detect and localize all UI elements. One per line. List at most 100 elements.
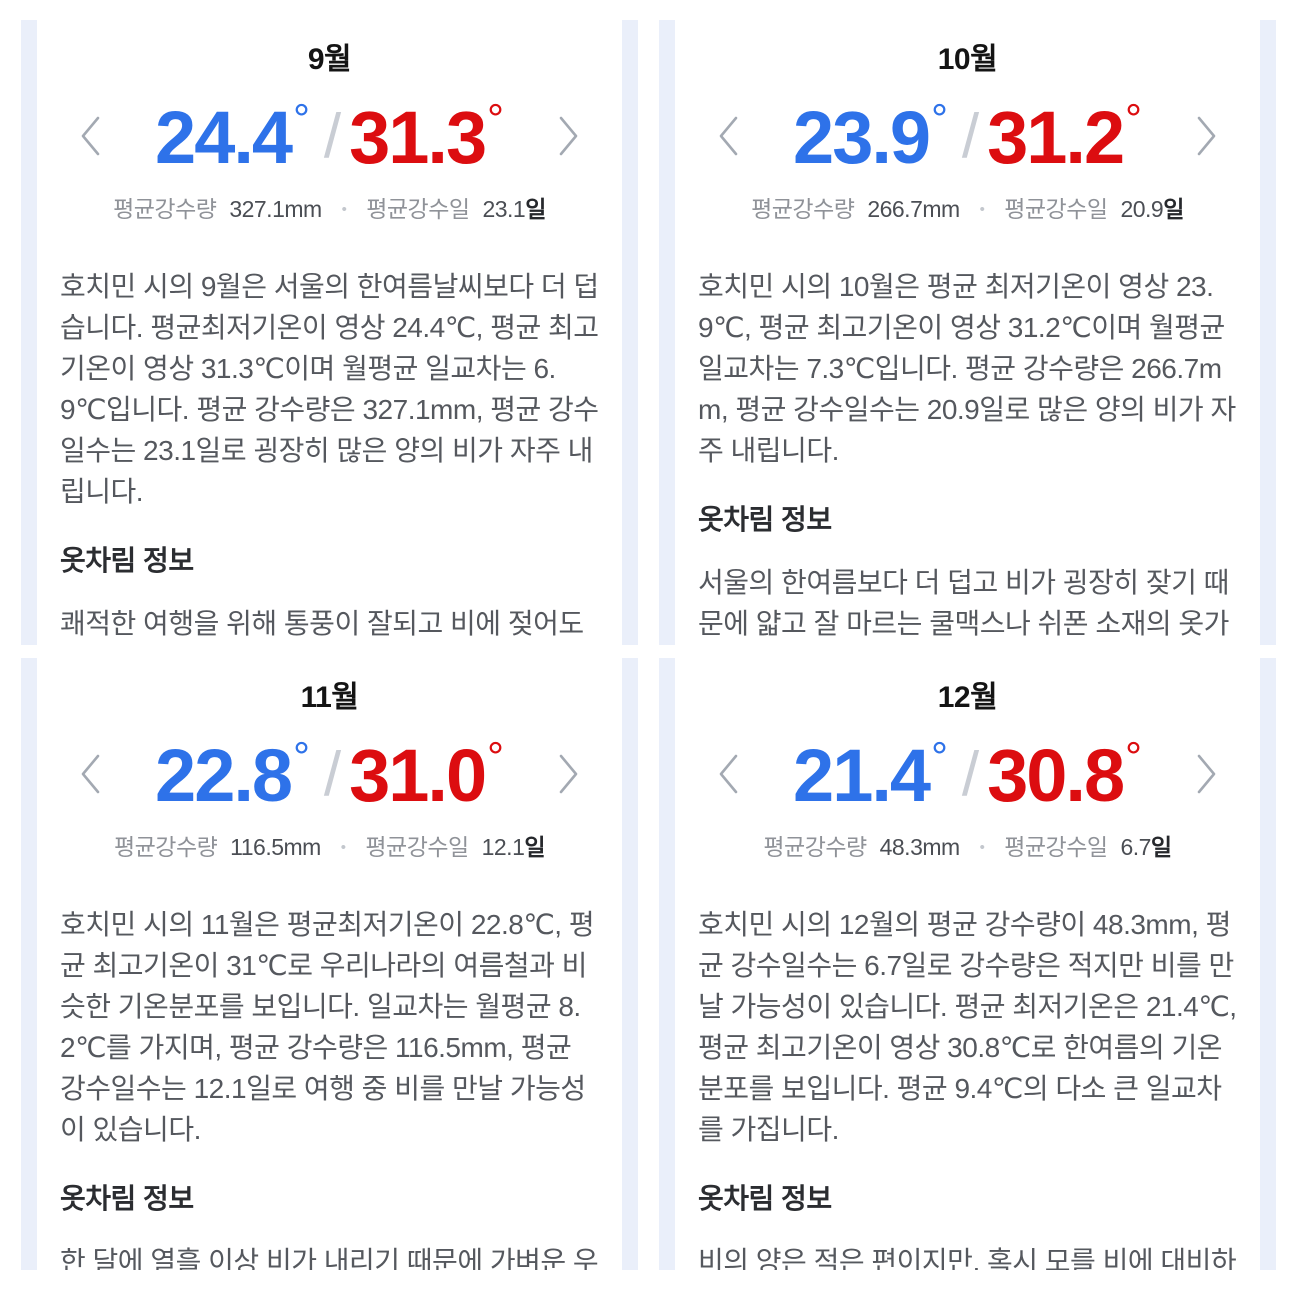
card-side-strip <box>622 20 638 645</box>
month-card-september: 9월 24.4°/31.3° 평균강수량 327.1mm • <box>21 20 638 645</box>
chevron-right-icon <box>1197 754 1216 794</box>
rainfall-label: 평균강수량 <box>113 834 218 860</box>
rainy-days-value: 12.1일 <box>481 834 546 860</box>
next-month-button[interactable] <box>555 114 583 158</box>
card-side-strip <box>659 20 675 645</box>
degree-symbol: ° <box>1125 94 1142 142</box>
min-temperature: 24.4° <box>155 94 310 179</box>
temperature-display: 24.4°/31.3° <box>155 97 504 175</box>
rainy-days-label: 평균강수일 <box>365 834 469 860</box>
max-temperature: 31.0° <box>349 732 504 817</box>
rainfall-label: 평균강수량 <box>763 834 867 860</box>
card-side-strip <box>1260 658 1276 1270</box>
rainy-days-value: 6.7일 <box>1120 834 1172 860</box>
chevron-left-icon <box>81 116 100 156</box>
temperature-row: 23.9°/31.2° <box>698 86 1237 186</box>
max-temperature: 31.2° <box>987 94 1142 179</box>
month-card-november: 11월 22.8°/31.0° 평균강수량 116.5mm • <box>21 658 638 1270</box>
rainfall-value: 266.7mm <box>867 196 960 222</box>
card-side-strip <box>659 658 675 1270</box>
chevron-right-icon <box>559 116 578 156</box>
degree-symbol: ° <box>293 732 310 780</box>
month-description: 호치민 시의 9월은 서울의 한여름날씨보다 더 덥습니다. 평균최저기온이 영… <box>60 271 599 507</box>
month-card-body: 10월 23.9°/31.2° 평균강수량 266.7mm • <box>675 20 1260 645</box>
day-unit: 일 <box>1150 834 1172 860</box>
month-title: 12월 <box>937 681 998 714</box>
rainfall-label: 평균강수량 <box>113 196 217 222</box>
month-description: 호치민 시의 12월의 평균 강수량이 48.3mm, 평균 강수일수는 6.7… <box>698 909 1237 1145</box>
card-side-strip <box>1260 20 1276 645</box>
rainy-days-value: 23.1일 <box>482 196 546 222</box>
rainy-days-label: 평균강수일 <box>366 196 470 222</box>
month-card-december: 12월 21.4°/30.8° 평균강수량 48.3mm • <box>659 658 1276 1270</box>
month-card-october: 10월 23.9°/31.2° 평균강수량 266.7mm • <box>659 20 1276 645</box>
clothing-info-heading: 옷차림 정보 <box>698 504 832 535</box>
degree-symbol: ° <box>293 94 310 142</box>
precipitation-stats: 평균강수량 116.5mm • 평균강수일 12.1일 <box>60 828 599 862</box>
chevron-right-icon <box>559 754 578 794</box>
chevron-right-icon <box>1197 116 1216 156</box>
next-month-button[interactable] <box>555 752 583 796</box>
temperature-display: 21.4°/30.8° <box>793 732 1142 813</box>
dot-separator-icon: • <box>341 201 347 218</box>
month-card-body: 12월 21.4°/30.8° 평균강수량 48.3mm • <box>675 658 1260 1270</box>
day-unit: 일 <box>525 196 546 222</box>
temperature-row: 21.4°/30.8° <box>698 724 1237 824</box>
next-month-button[interactable] <box>1193 752 1221 796</box>
rainfall-value: 327.1mm <box>229 196 322 222</box>
degree-symbol: ° <box>931 732 948 780</box>
precipitation-stats: 평균강수량 266.7mm • 평균강수일 20.9일 <box>698 190 1237 224</box>
degree-symbol: ° <box>1125 732 1142 780</box>
clothing-info-heading: 옷차림 정보 <box>60 1183 194 1214</box>
max-temperature: 31.3° <box>349 94 504 179</box>
degree-symbol: ° <box>487 94 504 142</box>
month-card-body: 11월 22.8°/31.0° 평균강수량 116.5mm • <box>37 658 622 1270</box>
prev-month-button[interactable] <box>76 114 104 158</box>
prev-month-button[interactable] <box>714 114 742 158</box>
min-temperature: 23.9° <box>793 94 948 179</box>
dot-separator-icon: • <box>340 839 346 856</box>
temperature-row: 24.4°/31.3° <box>60 86 599 186</box>
card-side-strip <box>21 20 37 645</box>
degree-symbol: ° <box>931 94 948 142</box>
month-description: 호치민 시의 11월은 평균최저기온이 22.8℃, 평균 최고기온이 31℃로… <box>60 909 595 1145</box>
rainfall-label: 평균강수량 <box>751 196 855 222</box>
rainy-days-label: 평균강수일 <box>1004 834 1108 860</box>
month-title: 11월 <box>300 681 359 714</box>
prev-month-button[interactable] <box>76 752 104 796</box>
rainfall-value: 48.3mm <box>879 834 961 860</box>
monthly-weather-page: 9월 24.4°/31.3° 평균강수량 327.1mm • <box>0 20 1296 1270</box>
min-temperature: 22.8° <box>155 732 310 817</box>
clothing-description: 비의 양은 적은 편이지만, 혹시 모를 비에 대비하여 가벼운 우산을 준비하… <box>698 1246 1237 1270</box>
clothing-info-heading: 옷차림 정보 <box>698 1183 832 1214</box>
rainy-days-value: 20.9일 <box>1120 196 1184 222</box>
clothing-description: 쾌적한 여행을 위해 통풍이 잘되고 비에 젖어도 금방 마르는 옷 위주로 준… <box>60 608 584 639</box>
max-temperature: 30.8° <box>987 732 1142 817</box>
chevron-left-icon <box>719 754 738 794</box>
temperature-display: 23.9°/31.2° <box>793 97 1142 175</box>
temperature-row: 22.8°/31.0° <box>60 724 599 824</box>
temperature-slash: / <box>961 101 979 171</box>
temperature-slash: / <box>323 739 341 809</box>
next-month-button[interactable] <box>1193 114 1221 158</box>
weather-row-top: 9월 24.4°/31.3° 평균강수량 327.1mm • <box>0 20 1296 645</box>
rainy-days-label: 평균강수일 <box>1004 196 1108 222</box>
dot-separator-icon: • <box>979 839 985 856</box>
precipitation-stats: 평균강수량 48.3mm • 평균강수일 6.7일 <box>698 828 1237 862</box>
clothing-description: 서울의 한여름보다 더 덥고 비가 굉장히 잦기 때문에 얇고 잘 마르는 쿨맥… <box>698 567 1229 639</box>
month-description: 호치민 시의 10월은 평균 최저기온이 영상 23.9℃, 평균 최고기온이 … <box>698 271 1236 466</box>
temperature-slash: / <box>323 101 341 171</box>
precipitation-stats: 평균강수량 327.1mm • 평균강수일 23.1일 <box>60 190 599 224</box>
month-title: 9월 <box>307 43 352 76</box>
clothing-info-heading: 옷차림 정보 <box>60 545 194 576</box>
month-card-body: 9월 24.4°/31.3° 평균강수량 327.1mm • <box>37 20 622 645</box>
chevron-left-icon <box>81 754 100 794</box>
dot-separator-icon: • <box>979 201 985 218</box>
clothing-description: 한 달에 열흘 이상 비가 내리기 때문에 가벼운 우산 하나 휴대하시는 것이… <box>60 1246 599 1270</box>
rainfall-value: 116.5mm <box>230 834 321 860</box>
card-side-strip <box>21 658 37 1270</box>
chevron-left-icon <box>719 116 738 156</box>
prev-month-button[interactable] <box>714 752 742 796</box>
weather-row-bottom: 11월 22.8°/31.0° 평균강수량 116.5mm • <box>0 658 1296 1270</box>
temperature-slash: / <box>961 739 979 809</box>
